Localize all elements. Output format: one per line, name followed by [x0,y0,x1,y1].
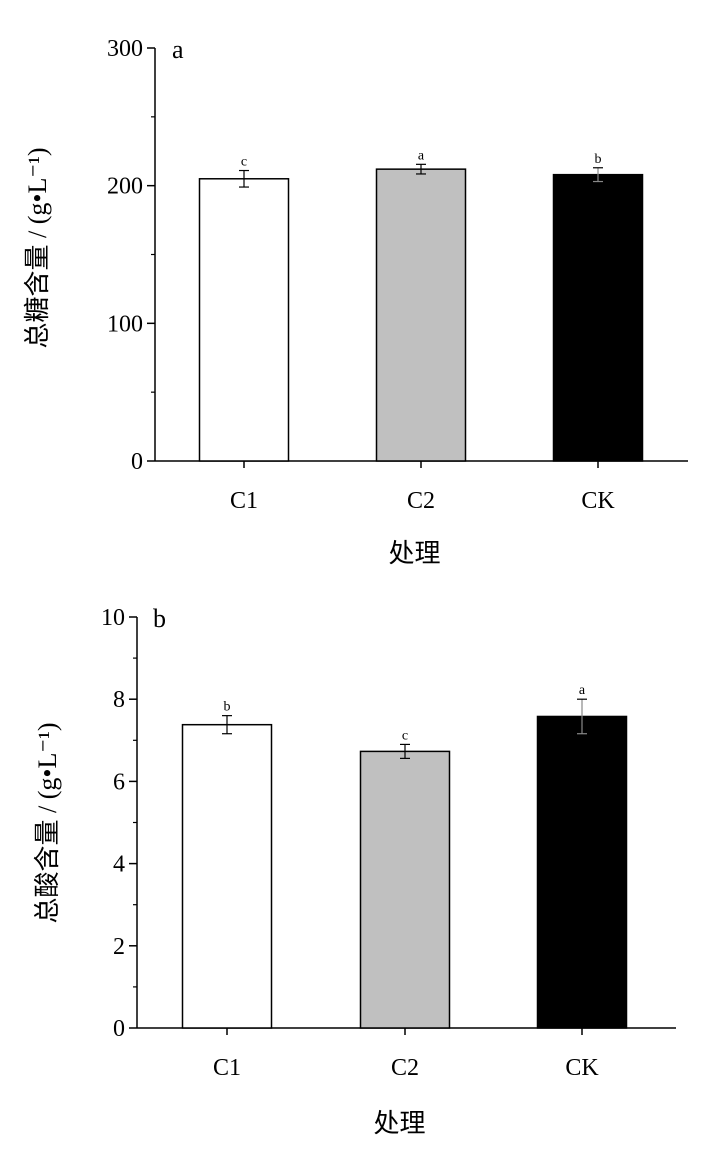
category-label: CK [565,1055,599,1081]
y-axis-title: 总糖含量 / (g•L⁻¹) [23,147,52,348]
y-tick-label: 0 [131,449,143,475]
bar-c2 [359,750,451,1029]
y-tick-label: 100 [107,311,143,337]
bar-c1 [181,723,273,1029]
chart-panel-a: 0 100 200 300 c C1 a C2 b CK a 处理 总糖含量 / (g•L⁻¹) [23,35,688,568]
category-label: C2 [407,488,435,514]
y-tick-label: 300 [107,36,143,62]
panel-label: a [172,35,184,64]
bar-c2 [375,168,467,462]
category-label: CK [581,488,615,514]
y-tick-label: 8 [113,687,125,713]
x-axis-title: 处理 [373,1109,425,1138]
bar-ck [552,173,644,462]
y-tick-label: 6 [113,769,125,795]
y-tick-label: 0 [113,1016,125,1042]
category-label: C2 [391,1055,419,1081]
significance-label: c [402,728,408,743]
panel-label: b [153,604,166,633]
y-axis-title: 总酸含量 / (g•L⁻¹) [33,722,62,923]
significance-label: b [224,700,231,715]
category-label: C1 [213,1055,241,1081]
bar-ck [536,715,628,1029]
x-axis-title: 处理 [388,539,440,568]
significance-label: a [418,148,425,163]
significance-label: b [595,152,602,167]
category-label: C1 [230,488,258,514]
bar-c1 [198,178,290,462]
significance-label: a [579,683,586,698]
chart-panel-b: 0 2 4 6 8 10 b C1 c C2 a CK b 处理 总酸含量 / (g•L⁻¹) [33,604,676,1138]
y-tick-label: 2 [113,934,125,960]
y-tick-label: 4 [113,852,125,878]
significance-label: c [241,155,247,170]
y-tick-label: 10 [101,605,125,631]
y-tick-label: 200 [107,174,143,200]
